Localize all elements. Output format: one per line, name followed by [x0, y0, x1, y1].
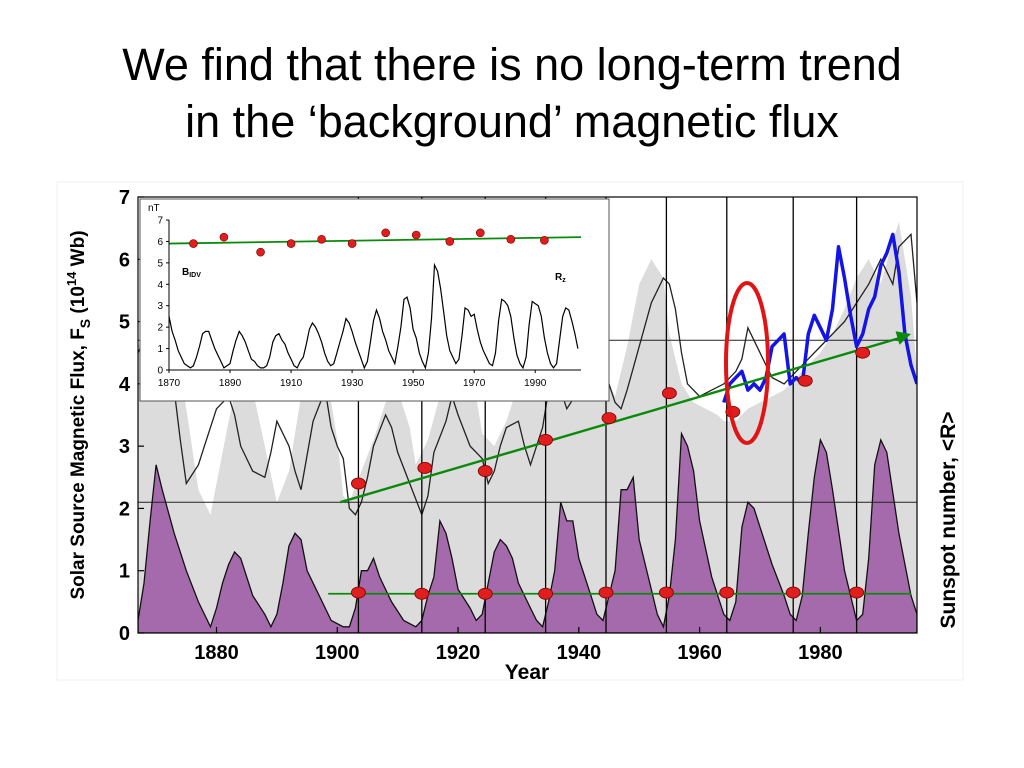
flux-minimum-marker	[797, 374, 813, 387]
inset-y-tick-label: 6	[157, 237, 163, 248]
flux-line	[138, 232, 917, 517]
sunspot-minimum-marker	[538, 587, 554, 600]
inset-x-tick-label: 1910	[280, 378, 303, 389]
inset-label-bidv-main: B	[182, 267, 189, 278]
inset-chart: 0 1 2 3 4 5 6 7 1870 1890 1910 1930 1950 1970 1990 nT…	[139, 198, 610, 402]
inset-panel	[139, 198, 610, 402]
inset-bidv-point	[475, 228, 485, 238]
flux-minimum-marker	[351, 477, 366, 490]
sunspot-minimum-marker	[414, 587, 430, 600]
y-tick-label: 1	[119, 561, 130, 583]
trend-line	[339, 335, 904, 504]
inset-x-tick-label: 1950	[402, 378, 425, 389]
flux-minimum-marker	[477, 465, 493, 477]
x-tick-label: 1920	[436, 642, 481, 664]
y2-axis-label: Sunspot number, <R>	[937, 411, 960, 628]
inset-x-tick-label: 1930	[341, 378, 364, 389]
slide-title: We find that there is no long-term trend…	[0, 36, 1024, 150]
recent-flux-line	[722, 232, 917, 404]
y-axis-label-unit-close: Wb)	[68, 230, 89, 271]
inset-label-rz-subscript: z	[562, 277, 566, 284]
y-axis-label-unit-exponent: 14	[64, 271, 79, 286]
inset-y-tick-label: 7	[157, 216, 163, 227]
flux-area	[138, 221, 917, 633]
x-axis-label: Year	[505, 661, 549, 684]
main-chart: 0 1 2 3 4 5 6 7 1880 1900 1920 1940 1960 1980 Year S…	[64, 187, 960, 684]
y-tick-label: 0	[119, 623, 130, 645]
slide-title-line-2: in the ‘background’ magnetic flux	[185, 96, 839, 147]
y-axis-label-subscript: S	[77, 319, 93, 328]
inset-bidv-point	[347, 239, 357, 248]
inset-bidv-point	[506, 234, 516, 244]
highlight-oval	[724, 281, 770, 445]
y-tick-label: 5	[119, 312, 130, 334]
inset-label-bidv: BIDV	[182, 267, 201, 279]
inset-label-rz: Rz	[555, 272, 566, 284]
x-tick-label: 1900	[315, 642, 360, 664]
x-tick-label: 1960	[677, 642, 722, 664]
inset-y-unit: nT	[148, 203, 160, 214]
inset-bidv-point	[540, 236, 549, 245]
sunspot-minimum-marker	[658, 586, 674, 599]
inset-y-tick-label: 0	[157, 366, 163, 377]
inset-rz-line	[168, 262, 579, 370]
sunspot-minimum-marker	[351, 586, 366, 599]
inset-y-tick-label: 2	[157, 323, 163, 334]
flux-minimum-marker	[538, 434, 554, 446]
inset-bidv-point	[445, 237, 455, 246]
inset-x-tick-label: 1890	[219, 378, 242, 389]
inset-bidv-point	[286, 239, 296, 248]
inset-bidv-point	[219, 232, 229, 242]
inset-bidv-point	[411, 230, 421, 240]
flux-minimum-marker	[417, 462, 433, 474]
y-tick-label: 2	[119, 498, 130, 520]
y-axis-label-main: Solar Source Magnetic Flux, F	[68, 328, 89, 599]
sunspot-minimum-marker	[785, 586, 801, 599]
y-tick-label: 4	[119, 374, 131, 396]
slide-title-line-1: We find that there is no long-term trend	[122, 39, 902, 90]
main-plot-frame	[137, 196, 918, 634]
sunspot-minimum-marker	[849, 586, 865, 599]
inset-x-tick-label: 1990	[524, 378, 547, 389]
inset-label-bidv-subscript: IDV	[189, 272, 201, 279]
inset-y-tick-label: 1	[157, 344, 163, 355]
flux-minimum-marker	[855, 346, 871, 359]
x-tick-label: 1880	[194, 642, 239, 664]
flux-minimum-marker	[662, 387, 677, 400]
inset-x-tick-label: 1870	[158, 378, 181, 389]
inset-bidv-point	[189, 239, 198, 248]
y-axis-label: Solar Source Magnetic Flux, FS (1014 Wb)	[64, 230, 93, 599]
inset-label-rz-main: R	[555, 272, 563, 283]
inset-y-tick-label: 5	[157, 258, 163, 269]
sunspot-minimum-marker	[598, 586, 614, 599]
inset-y-tick-label: 3	[157, 301, 163, 312]
inset-bidv-point	[317, 234, 326, 244]
flux-minimum-marker	[601, 412, 617, 425]
trend-arrowhead	[895, 331, 911, 345]
x-tick-label: 1980	[798, 642, 843, 664]
inset-x-tick-label: 1970	[463, 378, 486, 389]
x-tick-label: 1940	[557, 642, 602, 664]
y-tick-label: 6	[119, 249, 130, 271]
y-tick-label: 7	[119, 187, 130, 209]
sunspot-minimum-marker	[719, 586, 735, 599]
sunspot-minimum-marker	[477, 587, 493, 600]
inset-y-tick-label: 4	[157, 280, 163, 291]
y-axis-label-unit-open: (10	[68, 286, 89, 319]
inset-bidv-point	[256, 247, 265, 257]
y-tick-label: 3	[119, 436, 130, 458]
inset-bidv-point	[381, 228, 390, 238]
sunspot-area	[138, 431, 917, 633]
